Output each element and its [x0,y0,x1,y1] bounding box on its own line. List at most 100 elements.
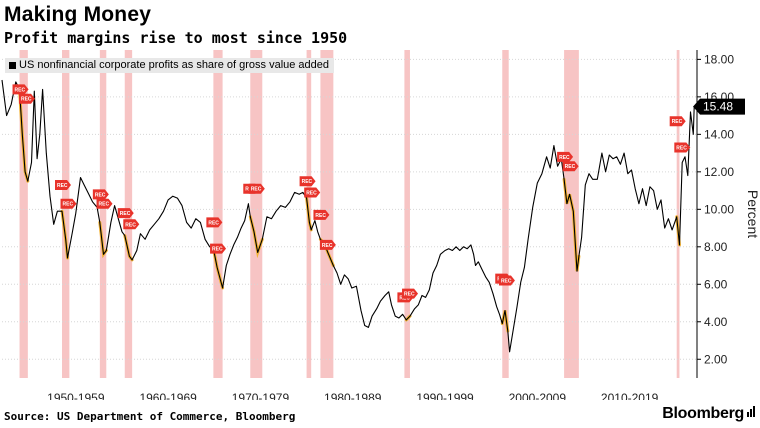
last-value-pointer [693,98,745,115]
rec-marker-shape [402,288,419,299]
y-axis-title: Percent [745,190,760,238]
y-tick-label: 4.00 [704,315,728,329]
rec-marker: REC [402,288,419,299]
last-value-badge: 15.48 [693,98,745,115]
x-tick-label: 1990-1999 [416,391,474,400]
y-tick-label: 8.00 [704,240,728,254]
last-value-label: 15.48 [703,100,733,114]
rec-marker-shape [96,198,113,209]
rec-marker-label: REC [315,213,326,219]
rec-marker-shape [248,183,265,194]
rec-marker-shape [210,243,227,254]
rec-marker: REC [12,84,29,95]
x-tick-label: 2000-2009 [509,391,567,400]
rec-marker: REC [313,209,330,220]
rec-marker-label: REC [99,202,110,208]
rec-marker-shape [18,93,35,104]
rec-marker-shape [669,116,686,127]
rec-marker-label: REC [501,279,512,285]
rec-marker-label: REC [559,155,570,161]
bloomberg-logo: Bloomberg [662,405,756,423]
brand-name: Bloomberg [662,405,744,422]
rec-marker: REC [60,198,77,209]
rec-marker-label: REC [15,87,26,93]
rec-marker: REC [299,176,316,187]
chart-subtitle: Profit margins rise to most since 1950 [4,29,348,47]
rec-marker: REC [674,142,691,153]
rec-marker: REC [210,243,227,254]
rec-marker-label: REC [208,220,219,226]
x-tick-label: 2010-2019 [601,391,659,400]
rec-marker-shape [562,161,579,172]
rec-marker-shape [674,142,691,153]
rec-marker-shape [557,151,574,162]
rec-marker: REC [557,151,574,162]
recession-band [99,50,107,378]
rec-marker-label: REC [212,247,223,253]
recession-band [250,50,263,378]
rec-marker-label: REC [251,187,262,193]
rec-marker: REC [96,198,113,209]
rec-marker: REC [498,275,515,286]
x-tick-label: 1980-1989 [324,391,382,400]
recession-band [676,50,680,378]
rec-marker: REC [92,189,109,200]
recession-band [404,50,410,378]
rec-marker-shape [117,208,134,219]
rec-marker: REC [18,93,35,104]
rec-marker: REC [123,219,140,230]
line-chart: REC REC REC REC REC REC REC REC REC REC REC REC REC R… [1,50,760,400]
rec-marker-label: REC [676,145,687,151]
rec-marker-label: REC [120,211,131,217]
rec-marker: REC [117,208,134,219]
rec-marker-shape [498,275,515,286]
legend: US nonfinancial corporate profits as sha… [5,58,335,73]
rec-marker: REC [669,116,686,127]
legend-label: US nonfinancial corporate profits as sha… [19,59,330,71]
recession-markers: REC REC REC REC REC REC REC REC REC REC REC REC REC R… [12,84,691,303]
y-tick-label: 12.00 [704,165,734,179]
recession-band [502,50,509,378]
rec-marker-shape [319,239,336,250]
rec-marker-shape [304,187,321,198]
recession-band [564,50,579,378]
rec-marker-label: REC [125,222,136,228]
recession-band [213,50,223,378]
x-axis-ticks: 1950-1959 1960-1969 1970-1979 1980-1989 1990… [47,391,658,400]
rec-marker-label: REC [302,179,313,185]
rec-marker-shape [123,219,140,230]
rec-marker: REC [304,187,321,198]
rec-marker-shape [299,176,316,187]
source-note: Source: US Department of Commerce, Bloom… [4,410,296,423]
rec-marker-label: REC [565,164,576,170]
rec-marker: REC [319,239,336,250]
x-tick-label: 1950-1959 [47,391,105,400]
rec-marker-shape [206,217,223,228]
rec-marker-label: REC [672,119,683,125]
rec-marker-label: REC [322,243,333,249]
rec-marker: REC [54,179,71,190]
rec-marker-shape [60,198,77,209]
y-tick-label: 6.00 [704,277,728,291]
legend-swatch [9,61,16,69]
grid-lines [2,58,697,360]
rec-marker: REC [562,161,579,172]
recession-band [19,50,28,378]
x-tick-label: 1960-1969 [139,391,197,400]
bloomberg-chart-icon [747,406,755,417]
rec-marker-shape [92,189,109,200]
rec-marker-shape [54,179,71,190]
y-tick-label: 10.00 [704,202,734,216]
rec-marker-label: REC [21,97,32,103]
rec-marker-shape [313,209,330,220]
rec-marker-label: REC [63,202,74,208]
rec-marker-shape [12,84,29,95]
rec-marker: REC [206,217,223,228]
y-tick-label: 2.00 [704,352,728,366]
x-tick-label: 1970-1979 [232,391,290,400]
y-tick-label: 18.00 [704,52,734,66]
rec-marker-label: REC [404,292,415,298]
recession-band [61,50,70,378]
rec-marker-label: REC [306,190,317,196]
rec-marker-label: REC [57,183,68,189]
